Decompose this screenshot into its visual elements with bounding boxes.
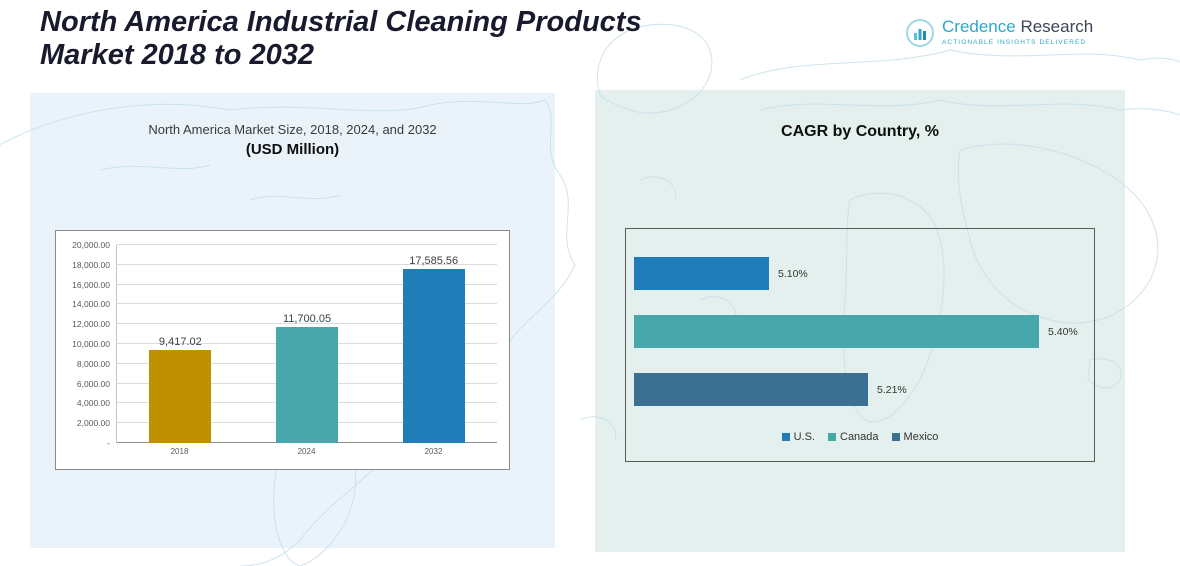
bar-2018 (149, 349, 212, 443)
market-size-bar-chart: 20,000.00 18,000.00 16,000.00 14,000.00 12,0… (55, 230, 510, 470)
market-size-chart-area: 20,000.00 18,000.00 16,000.00 14,000.00 12,0… (56, 231, 509, 469)
brand-name: Credence Research (942, 17, 1094, 37)
y-axis-tick-label: 14,000.00 (72, 299, 110, 310)
bar-group-2018: 9,417.02 (117, 245, 244, 443)
brand-tagline: Actionable Insights Delivered (942, 38, 1087, 46)
brand-name-research: Research (1020, 17, 1094, 36)
bar-Mexico (634, 373, 868, 406)
bar-Canada (634, 315, 1039, 348)
market-size-chart-title-line1: North America Market Size, 2018, 2024, a… (148, 122, 437, 137)
y-axis-tick-label: 16,000.00 (72, 279, 110, 290)
y-axis-tick-label: 12,000.00 (72, 319, 110, 330)
legend-item-U.S.: U.S. (781, 431, 815, 443)
cagr-bar-chart: 5.10% 5.40% 5.21% U.S. Canada Mexico (625, 228, 1095, 462)
x-axis: 2018 2024 2032 (116, 447, 497, 456)
y-axis-tick-label: 6,000.00 (76, 378, 110, 389)
bar-2032 (402, 268, 465, 443)
bar-value-label: 5.10% (778, 267, 808, 280)
bar-value-label: 5.21% (877, 383, 907, 396)
bar-value-label: 5.40% (1048, 325, 1078, 338)
brand-name-credence: Credence (942, 17, 1016, 36)
plot-column: 9,417.02 11,700.05 17,585.56 2018 2024 2032 (116, 244, 497, 469)
bar-group-2032: 17,585.56 (370, 245, 497, 443)
x-axis-category-label: 2024 (297, 447, 316, 456)
x-axis-category-label: 2032 (424, 447, 443, 456)
bar-group-2024: 11,700.05 (244, 245, 371, 443)
y-axis-tick-label: 18,000.00 (72, 259, 110, 270)
y-axis-tick-label: 10,000.00 (72, 339, 110, 349)
legend-item-Canada: Canada (828, 431, 879, 443)
legend-swatch (781, 433, 790, 441)
y-axis-tick-label: - (107, 438, 110, 448)
cagr-row-Canada: 5.40% (634, 315, 1094, 348)
market-size-chart-title-line2: (USD Million) (245, 141, 340, 158)
bar-2024 (276, 327, 338, 443)
logo-text: Credence Research Actionable Insights De… (942, 17, 1094, 46)
legend-label: Canada (840, 431, 879, 443)
legend-label: Mexico (903, 431, 939, 443)
legend-label: U.S. (793, 431, 815, 443)
legend-swatch (828, 433, 836, 441)
bar-value-label: 17,585.56 (409, 254, 459, 267)
y-axis: 20,000.00 18,000.00 16,000.00 14,000.00 12,0… (64, 240, 116, 448)
bars: 9,417.02 11,700.05 17,585.56 (117, 245, 497, 443)
y-axis-tick-label: 20,000.00 (72, 240, 110, 250)
bar-U.S. (634, 257, 769, 290)
logo-chart-icon (906, 19, 934, 47)
cagr-row-U.S.: 5.10% (634, 257, 1094, 290)
y-axis-tick-label: 4,000.00 (76, 398, 110, 409)
bar-value-label: 9,417.02 (158, 335, 202, 348)
legend-swatch (891, 433, 900, 441)
bar-value-label: 11,700.05 (282, 313, 332, 326)
y-axis-tick-label: 8,000.00 (76, 358, 110, 369)
cagr-row-Mexico: 5.21% (634, 373, 1094, 406)
cagr-chart-title: CAGR by Country, % (781, 123, 939, 140)
cagr-bars: 5.10% 5.40% 5.21% (626, 229, 1094, 406)
market-size-chart-title: North America Market Size, 2018, 2024, a… (30, 122, 555, 158)
legend: U.S. Canada Mexico (626, 431, 1094, 443)
page-title-line2: Market 2018 to 2032 (40, 39, 315, 72)
x-axis-category-label: 2018 (170, 447, 189, 456)
y-axis-tick-label: 2,000.00 (76, 418, 110, 429)
page-title-line1: North America Industrial Cleaning Produc… (40, 6, 642, 38)
brand-logo: Credence Research Actionable Insights De… (905, 17, 1094, 48)
plot-area: 9,417.02 11,700.05 17,585.56 (116, 244, 497, 443)
legend-item-Mexico: Mexico (891, 431, 939, 443)
page-title: North America Industrial Cleaning Produc… (40, 6, 642, 73)
